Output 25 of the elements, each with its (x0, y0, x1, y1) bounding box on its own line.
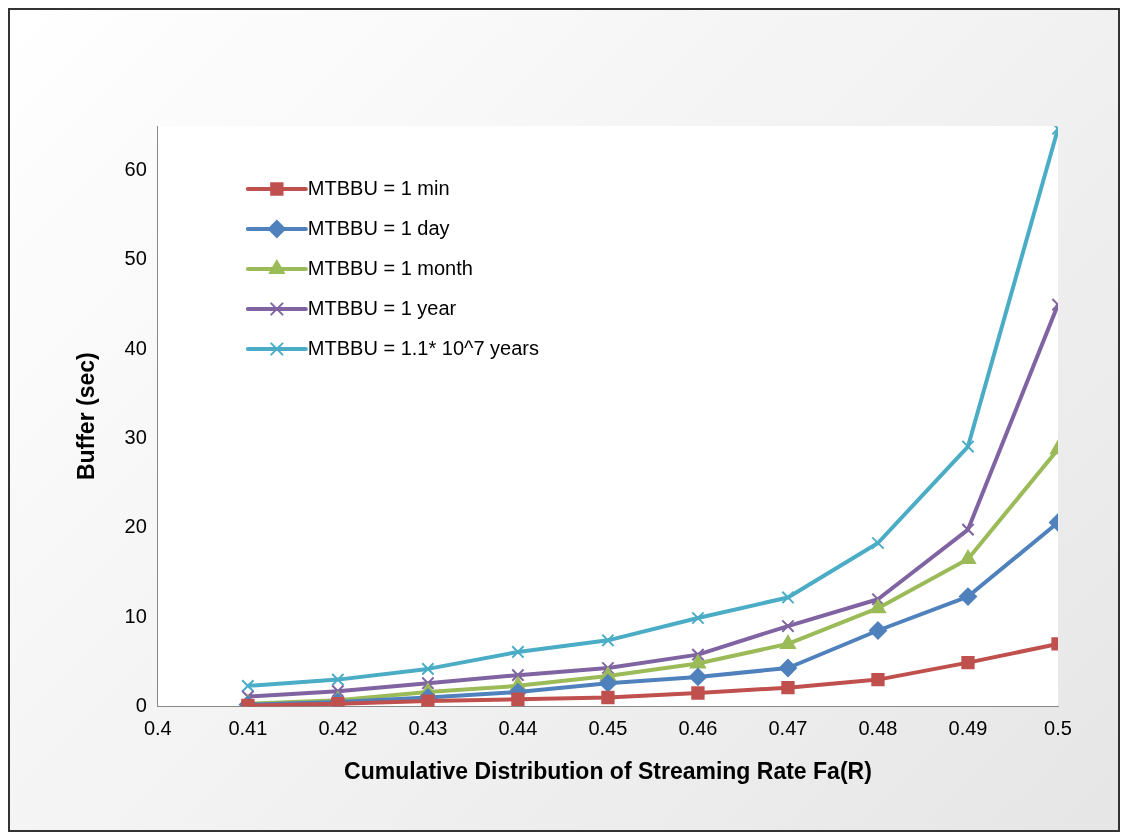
x-tick-label: 0.4 (143, 716, 172, 739)
y-axis-title: Buffer (sec) (73, 352, 100, 481)
y-tick-label: 50 (124, 247, 147, 270)
x-tick-label: 0.47 (768, 716, 808, 739)
x-tick-label: 0.43 (408, 716, 448, 739)
x-tick-label: 0.44 (498, 716, 538, 739)
legend-label: MTBBU = 1.1* 10^7 years (307, 336, 539, 359)
legend-label: MTBBU = 1 day (307, 216, 450, 239)
y-tick-label: 0 (135, 693, 147, 716)
y-tick-label: 40 (124, 336, 147, 359)
legend-label: MTBBU = 1 min (307, 176, 450, 199)
x-axis-title: Cumulative Distribution of Streaming Rate Fa(R) (344, 757, 872, 784)
legend-label: MTBBU = 1 month (307, 256, 473, 279)
x-tick-label: 0.42 (318, 716, 358, 739)
legend-label: MTBBU = 1 year (307, 296, 457, 319)
x-tick-label: 0.48 (858, 716, 898, 739)
y-tick-label: 20 (124, 515, 147, 538)
y-tick-label: 30 (124, 426, 147, 449)
x-tick-label: 0.5 (1044, 716, 1072, 739)
y-tick-label: 10 (124, 604, 147, 627)
y-tick-label: 60 (124, 158, 147, 181)
x-tick-label: 0.45 (588, 716, 628, 739)
x-tick-label: 0.46 (678, 716, 718, 739)
x-tick-label: 0.41 (228, 716, 268, 739)
x-tick-label: 0.49 (948, 716, 988, 739)
